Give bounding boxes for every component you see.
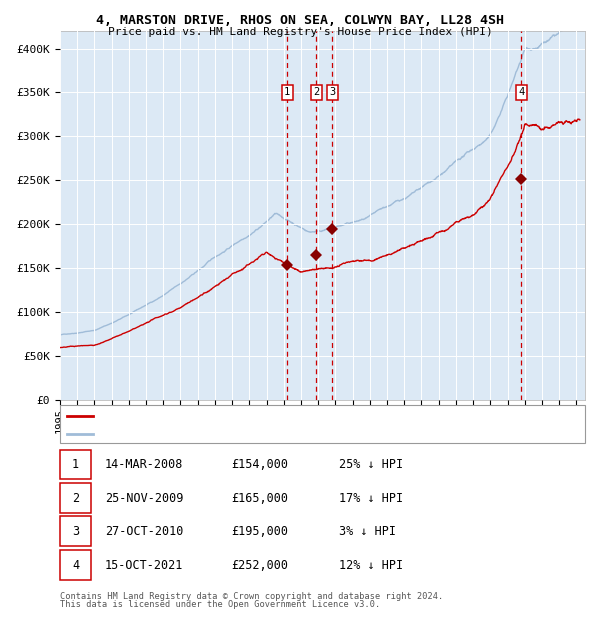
Text: £154,000: £154,000	[231, 459, 288, 471]
Text: 15-OCT-2021: 15-OCT-2021	[105, 559, 184, 572]
Text: 1: 1	[284, 87, 290, 97]
Text: 3: 3	[72, 526, 79, 538]
Text: 2: 2	[72, 492, 79, 505]
Text: £195,000: £195,000	[231, 526, 288, 538]
Text: 3: 3	[329, 87, 335, 97]
Text: This data is licensed under the Open Government Licence v3.0.: This data is licensed under the Open Gov…	[60, 600, 380, 609]
Text: 3% ↓ HPI: 3% ↓ HPI	[339, 526, 396, 538]
Text: 4, MARSTON DRIVE, RHOS ON SEA, COLWYN BAY, LL28 4SH (detached house): 4, MARSTON DRIVE, RHOS ON SEA, COLWYN BA…	[96, 410, 504, 420]
Text: 12% ↓ HPI: 12% ↓ HPI	[339, 559, 403, 572]
Text: 25% ↓ HPI: 25% ↓ HPI	[339, 459, 403, 471]
Text: 1: 1	[72, 459, 79, 471]
Text: 27-OCT-2010: 27-OCT-2010	[105, 526, 184, 538]
Text: 4, MARSTON DRIVE, RHOS ON SEA, COLWYN BAY, LL28 4SH: 4, MARSTON DRIVE, RHOS ON SEA, COLWYN BA…	[96, 14, 504, 27]
Text: 25-NOV-2009: 25-NOV-2009	[105, 492, 184, 505]
Text: 2: 2	[313, 87, 320, 97]
Text: 4: 4	[518, 87, 524, 97]
Text: Contains HM Land Registry data © Crown copyright and database right 2024.: Contains HM Land Registry data © Crown c…	[60, 591, 443, 601]
Text: Price paid vs. HM Land Registry's House Price Index (HPI): Price paid vs. HM Land Registry's House …	[107, 27, 493, 37]
Text: £165,000: £165,000	[231, 492, 288, 505]
Text: 4: 4	[72, 559, 79, 572]
Text: 17% ↓ HPI: 17% ↓ HPI	[339, 492, 403, 505]
Text: £252,000: £252,000	[231, 559, 288, 572]
Text: 14-MAR-2008: 14-MAR-2008	[105, 459, 184, 471]
Text: HPI: Average price, detached house, Conwy: HPI: Average price, detached house, Conw…	[96, 428, 342, 439]
